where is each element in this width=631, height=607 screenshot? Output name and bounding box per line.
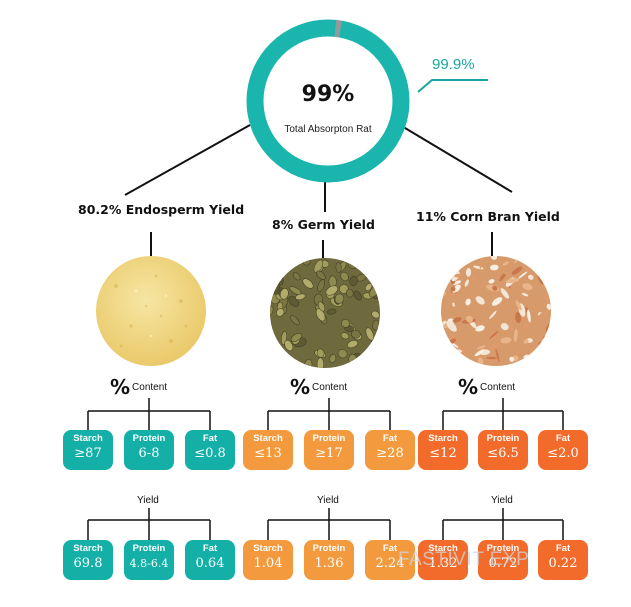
percent-symbol: % [458,375,479,399]
yield-label-bran: Yield [491,495,513,506]
box-label: Protein [132,433,166,444]
content-fat-box: Fat ≤0.8 [185,430,235,470]
box-label: Fat [555,543,571,554]
box-value: ≤13 [254,446,282,461]
yield-label-endosperm: Yield [137,495,159,506]
box-value: 4.8-6.4 [129,557,169,570]
callout-value: 99.9% [432,56,475,73]
watermark: FASTIVIT EXP [398,549,530,570]
box-label: Fat [382,433,398,444]
content-label-bran: % Content [458,375,515,399]
box-value: 69.8 [73,556,103,571]
content-starch-box: Starch ≤13 [243,430,293,470]
yield-protein-box: Protein 0.72 [478,540,528,580]
box-value: ≤0.8 [194,446,226,461]
content-word: Content [132,381,168,393]
box-label: Fat [382,543,398,554]
yield-fat-box: Fat 2.24 [365,540,415,580]
content-fat-box: Fat ≥28 [365,430,415,470]
box-label: Starch [73,433,103,444]
content-fat-box: Fat ≤2.0 [538,430,588,470]
box-value: 6-8 [138,446,160,461]
donut-caption: Total Absorpton Rat [284,124,372,135]
yield-protein-box: Protein 4.8-6.4 [124,540,174,580]
box-label: Protein [132,543,166,554]
endosperm-powder-image [96,256,206,366]
percent-symbol: % [110,375,131,399]
yield-starch-box: Starch 69.8 [63,540,113,580]
content-protein-box: Protein ≤6.5 [478,430,528,470]
box-value: ≤2.0 [547,446,579,461]
content-protein-box: Protein 6-8 [124,430,174,470]
box-value: 0.22 [548,556,578,571]
content-label-endosperm: % Content [110,375,167,399]
box-label: Starch [428,433,458,444]
content-word: Content [312,381,348,393]
box-label: Protein [486,433,520,444]
box-value: ≥17 [315,446,343,461]
box-value: ≤6.5 [487,446,519,461]
box-value: 1.04 [253,556,283,571]
absorption-donut [246,19,410,183]
corn-bran-image [441,256,551,366]
box-label: Protein [312,543,346,554]
content-starch-box: Starch ≥87 [63,430,113,470]
box-label: Starch [253,543,283,554]
yield-label-germ: Yield [317,495,339,506]
box-label: Protein [486,543,520,554]
percent-symbol: % [290,375,311,399]
yield-protein-box: Protein 1.36 [304,540,354,580]
box-value: 2.24 [375,556,405,571]
yield-fat-box: Fat 0.64 [185,540,235,580]
content-word: Content [480,381,516,393]
yield-starch-box: Starch 1.32 [418,540,468,580]
box-label: Fat [202,433,218,444]
box-label: Starch [73,543,103,554]
box-value: ≤12 [429,446,457,461]
box-value: 1.36 [314,556,344,571]
germ-kernels-image [270,258,380,368]
content-label-germ: % Content [290,375,347,399]
donut-percent: 99% [301,82,355,107]
content-starch-box: Starch ≤12 [418,430,468,470]
branch-title-bran: 11% Corn Bran Yield [416,209,560,224]
branch-title-endosperm: 80.2% Endosperm Yield [78,202,245,217]
box-value: ≥28 [376,446,404,461]
yield-fat-box: Fat 0.22 [538,540,588,580]
yield-starch-box: Starch 1.04 [243,540,293,580]
box-label: Fat [555,433,571,444]
box-label: Starch [428,543,458,554]
content-protein-box: Protein ≥17 [304,430,354,470]
box-value: 0.72 [488,556,518,571]
box-label: Starch [253,433,283,444]
branch-title-germ: 8% Germ Yield [272,217,375,232]
box-label: Fat [202,543,218,554]
box-value: 0.64 [195,556,225,571]
box-label: Protein [312,433,346,444]
box-value: ≥87 [74,446,102,461]
box-value: 1.32 [428,556,458,571]
